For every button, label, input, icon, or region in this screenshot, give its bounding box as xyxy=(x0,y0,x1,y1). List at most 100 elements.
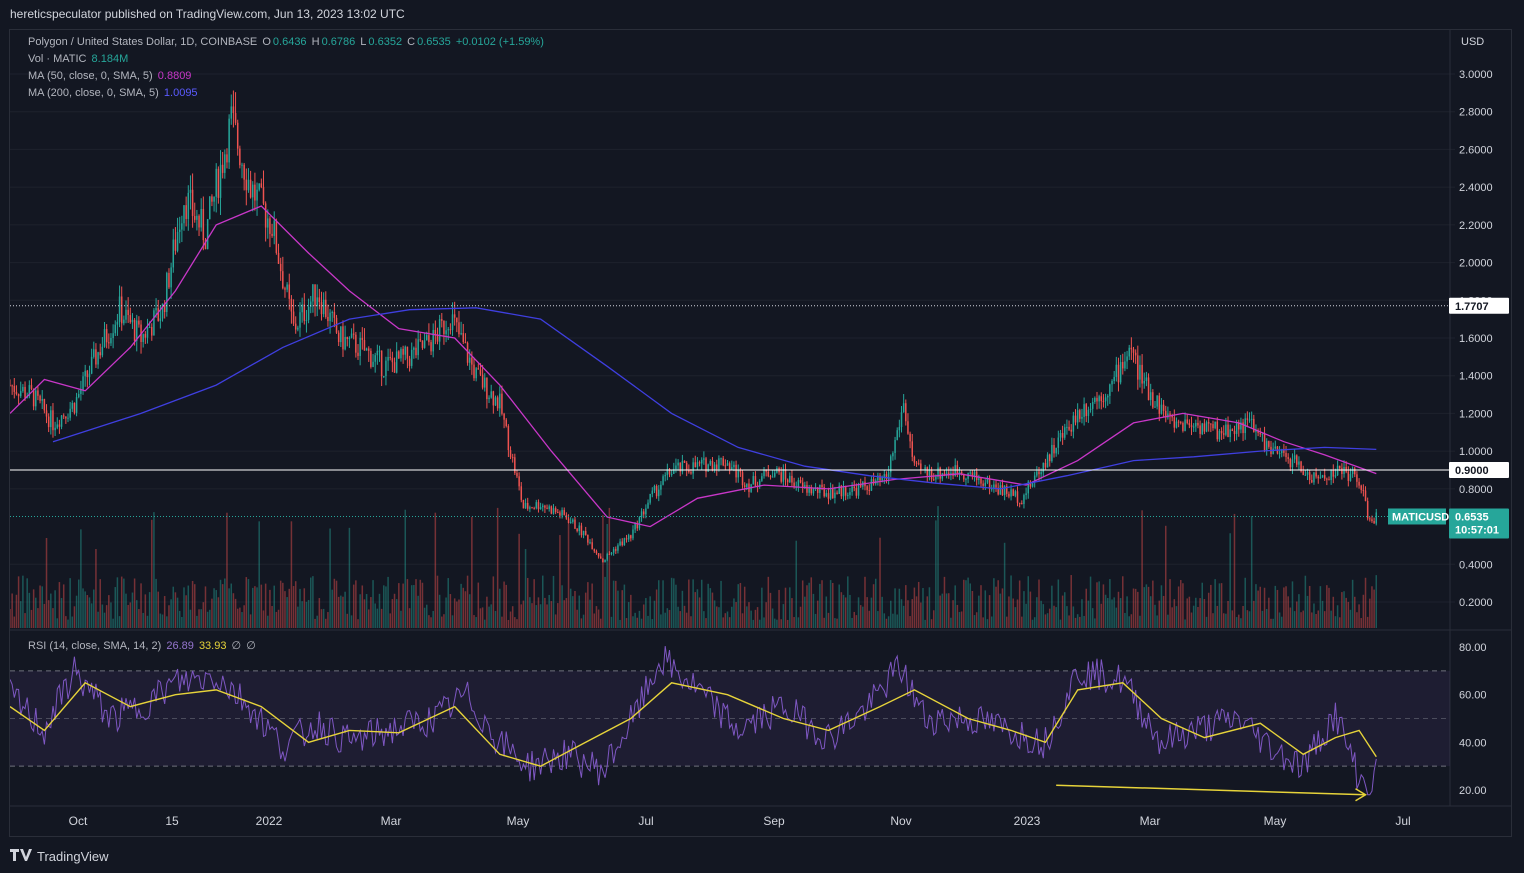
candle-body xyxy=(432,329,434,352)
volume-bar xyxy=(928,587,931,628)
chart-svg[interactable]: USD 3.0000 2.8000 2.6000 2.4000 2.2000 2.0000 1… xyxy=(10,30,1511,836)
volume-bar xyxy=(595,606,598,628)
volume-bar xyxy=(572,596,574,628)
candle-body xyxy=(19,391,22,397)
volume-bar xyxy=(990,616,993,628)
candle-body xyxy=(698,462,701,464)
volume-bar xyxy=(958,612,961,628)
volume-bar xyxy=(754,609,757,628)
candle-body xyxy=(460,333,462,335)
candle-body xyxy=(1003,486,1006,496)
candle-body xyxy=(1287,457,1289,459)
candle-body xyxy=(475,368,477,379)
candle-body xyxy=(1044,462,1047,468)
candle-body xyxy=(565,514,568,519)
candle-body xyxy=(533,508,535,510)
candle-body xyxy=(1145,377,1148,382)
price-tick-label: 2.0000 xyxy=(1459,258,1493,270)
candle-body xyxy=(937,467,939,477)
candle-body xyxy=(490,391,492,398)
candle-body xyxy=(642,511,645,515)
candle-body xyxy=(1122,362,1124,369)
candle-body xyxy=(685,462,688,470)
volume-bar xyxy=(159,613,162,628)
volume-bar xyxy=(303,588,306,628)
volume-bar xyxy=(741,613,744,628)
volume-bar xyxy=(389,613,391,628)
volume-bar xyxy=(937,506,939,628)
volume-bar xyxy=(1104,594,1107,628)
volume-bar xyxy=(200,609,202,628)
volume-bar xyxy=(432,610,434,628)
legend-rsi-extra1: ∅ xyxy=(231,640,242,652)
volume-bar xyxy=(481,607,484,628)
volume-bar xyxy=(952,600,954,628)
volume-bar xyxy=(623,584,626,628)
candle-body xyxy=(1098,396,1100,402)
legend-c-label: C xyxy=(407,36,416,48)
candle-body xyxy=(963,474,965,480)
candle-body xyxy=(166,273,168,313)
volume-bar xyxy=(1231,610,1234,628)
candle-body xyxy=(320,302,323,315)
volume-bar xyxy=(367,609,370,628)
candle-body xyxy=(1147,377,1150,401)
volume-bar xyxy=(314,618,316,628)
volume-bar xyxy=(1036,597,1038,628)
volume-bar xyxy=(28,592,31,628)
candle-body xyxy=(1180,422,1182,424)
legend-l-label: L xyxy=(360,36,367,48)
volume-bar xyxy=(1291,581,1294,628)
candle-body xyxy=(400,348,402,359)
legend-rsi-value: 26.89 xyxy=(166,640,194,652)
candle-body xyxy=(275,220,278,253)
volume-bar xyxy=(449,594,452,628)
volume-bar xyxy=(666,608,669,628)
volume-bar xyxy=(305,601,308,628)
candle-body xyxy=(563,510,565,515)
candle-body xyxy=(948,472,950,475)
volume-bar xyxy=(879,537,881,628)
volume-bar xyxy=(726,611,729,628)
legend-rsi-extra2: ∅ xyxy=(246,640,256,652)
volume-bar xyxy=(1113,597,1115,628)
volume-bar xyxy=(750,610,752,628)
volume-bar xyxy=(728,617,731,628)
candle-body xyxy=(1173,417,1176,428)
volume-bar xyxy=(1139,615,1141,628)
volume-bar xyxy=(550,601,553,628)
volume-bar xyxy=(84,591,86,628)
volume-bar xyxy=(52,608,54,628)
candle-body xyxy=(1016,491,1019,503)
volume-bar xyxy=(713,600,716,628)
volume-bar xyxy=(50,593,52,628)
volume-bar xyxy=(1373,589,1375,628)
candle-body xyxy=(728,463,731,470)
volume-bar xyxy=(988,595,991,628)
volume-bar xyxy=(1207,592,1210,628)
candle-body xyxy=(1356,474,1358,482)
candle-body xyxy=(1055,447,1057,454)
chart-frame[interactable]: USD 3.0000 2.8000 2.6000 2.4000 2.2000 2.0000 1… xyxy=(9,29,1512,837)
volume-bar xyxy=(148,592,151,628)
volume-bar xyxy=(1272,618,1274,628)
volume-bar xyxy=(984,590,987,628)
price-tick-label: 1.6000 xyxy=(1459,333,1493,345)
candle-body xyxy=(294,323,297,330)
volume-bar xyxy=(1027,576,1030,628)
candle-body xyxy=(589,542,591,544)
candle-body xyxy=(32,388,35,407)
volume-bar xyxy=(327,612,329,628)
volume-bar xyxy=(1141,510,1143,628)
candle-body xyxy=(135,320,138,342)
candle-body xyxy=(224,154,226,173)
candle-body xyxy=(872,479,875,484)
volume-bar xyxy=(372,580,374,628)
candle-body xyxy=(159,318,162,321)
volume-bar xyxy=(370,597,372,628)
candle-body xyxy=(1033,475,1036,483)
candle-body xyxy=(1373,521,1375,524)
candle-body xyxy=(552,508,555,514)
volume-bar xyxy=(926,596,929,628)
volume-bar xyxy=(975,612,978,628)
